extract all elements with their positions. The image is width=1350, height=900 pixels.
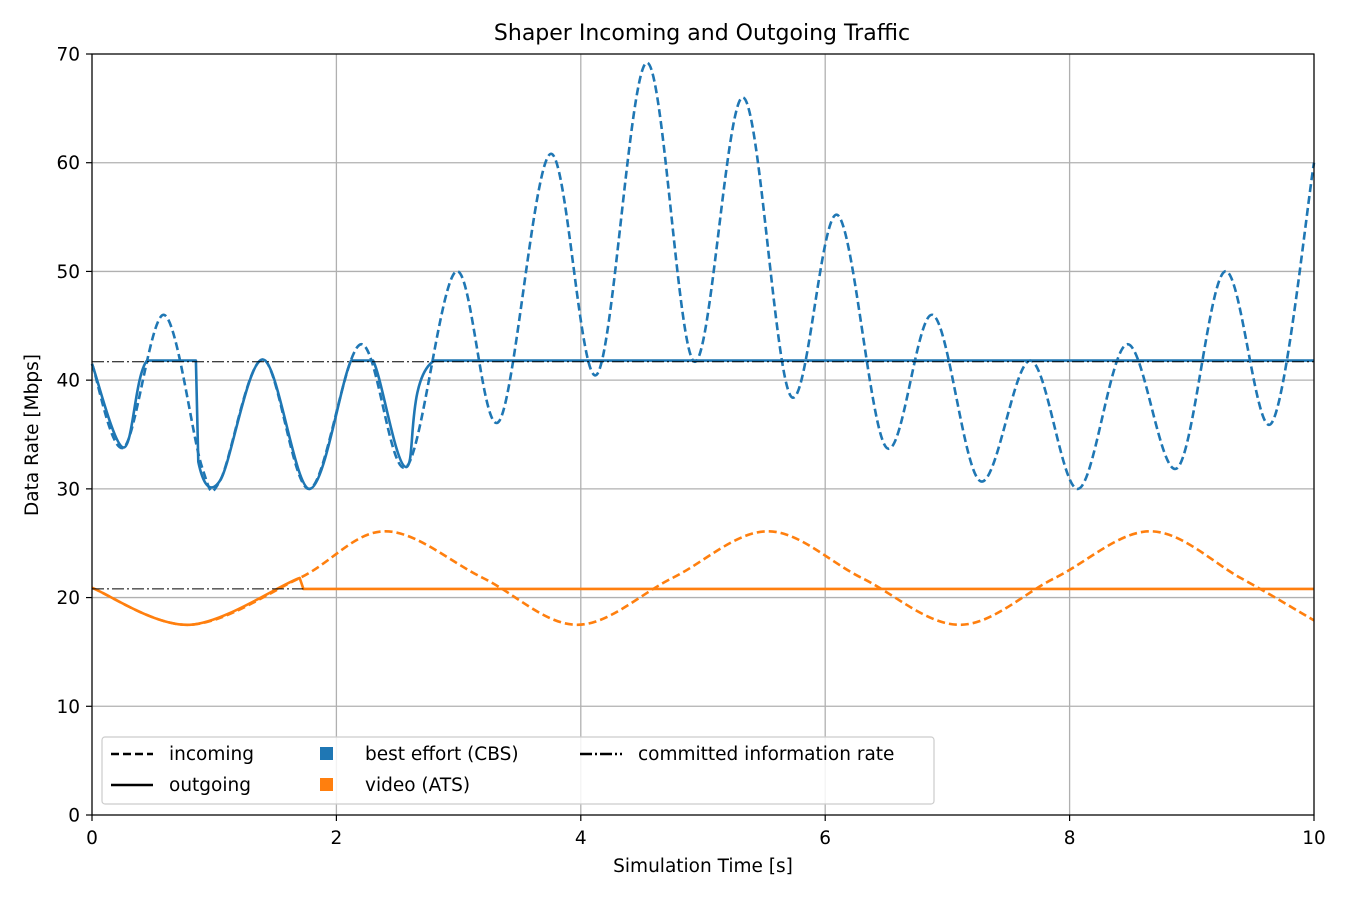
y-tick-label: 10 [56, 697, 80, 718]
ticks: 0 2 4 6 8 10 0 10 20 30 40 50 60 70 [56, 45, 1325, 850]
legend-incoming-label: incoming [169, 744, 254, 765]
plot-frame [91, 53, 1315, 816]
x-axis-label: Simulation Time [s] [613, 856, 793, 877]
y-tick-label: 30 [56, 479, 80, 500]
legend-video-label: video (ATS) [365, 775, 470, 796]
legend-cir-label: committed information rate [638, 744, 894, 765]
y-tick-label: 20 [56, 588, 80, 609]
y-tick-label: 50 [56, 262, 80, 283]
y-tick-label: 0 [68, 806, 80, 827]
legend-box [101, 736, 935, 805]
x-tick-label: 6 [819, 828, 831, 849]
x-tick-label: 8 [1064, 828, 1076, 849]
legend-best-effort-swatch [320, 747, 333, 760]
legend-best-effort-label: best effort (CBS) [365, 744, 519, 765]
series-outgoing-3 [91, 576, 1314, 627]
x-tick-label: 0 [86, 828, 98, 849]
y-axis-label: Data Rate [Mbps] [22, 354, 43, 516]
x-tick-label: 2 [331, 828, 343, 849]
chart-title: Shaper Incoming and Outgoing Traffic [494, 21, 910, 46]
y-tick-label: 40 [56, 371, 80, 392]
y-tick-label: 70 [56, 45, 80, 66]
series-layer [90, 61, 1316, 627]
y-tick-label: 60 [56, 153, 80, 174]
legend: incoming outgoing best effort (CBS) vide… [101, 736, 935, 805]
x-tick-label: 4 [575, 828, 587, 849]
series-outgoing-1 [90, 358, 1314, 491]
legend-outgoing-label: outgoing [169, 775, 251, 796]
x-tick-label: 10 [1302, 828, 1326, 849]
series-incoming-2 [91, 530, 1315, 627]
legend-video-swatch [320, 778, 333, 791]
